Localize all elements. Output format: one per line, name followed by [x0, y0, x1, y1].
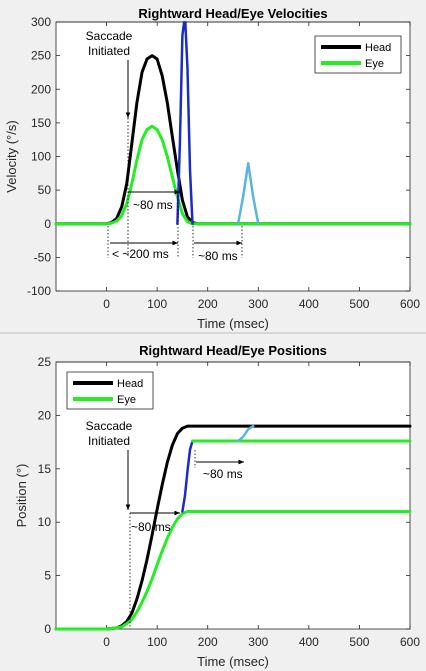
annotation-80ms-a: ~80 ms [133, 198, 173, 212]
y-tick-label: 10 [38, 515, 52, 529]
x-tick-label: 100 [147, 635, 167, 649]
x-tick-label: 600 [400, 297, 420, 311]
legend-label-head: Head [117, 378, 143, 390]
y-tick-label: -100 [27, 284, 51, 298]
x-tick-label: 400 [299, 297, 319, 311]
x-tick-label: 100 [147, 297, 167, 311]
arrow-80ms-b-head [236, 240, 242, 246]
y-tick-label: 250 [31, 49, 51, 63]
series-line-saccade [181, 439, 194, 513]
annotations: Saccade Initiated ~80 ms ~80 ms [86, 419, 244, 629]
annotation-saccade-initiated: Saccade Initiated [86, 419, 133, 448]
y-axis-label: Position (°) [14, 464, 29, 528]
y-tick-label: 15 [38, 462, 52, 476]
y-axis-label: Velocity (°/s) [4, 120, 19, 192]
legend-label-eye: Eye [117, 394, 136, 406]
velocity-chart: Rightward Head/Eye Velocities 0 100 200 300 4… [4, 6, 420, 331]
y-tick-label: 25 [38, 355, 52, 369]
clip-cover [57, 348, 409, 362]
y-tick-label: 20 [38, 408, 52, 422]
y-tick-label: 5 [44, 569, 51, 583]
arrow-saccade-initiated-head [125, 112, 131, 118]
annotation-80ms-a: ~80 ms [131, 520, 171, 534]
series-line-eye [54, 510, 412, 631]
series-line-eye [54, 124, 412, 226]
annotation-80ms-b: ~80 ms [203, 467, 243, 481]
x-tick-label: 0 [103, 635, 110, 649]
arrow-80ms-a-head [174, 189, 180, 195]
y-tick-label: 100 [31, 150, 51, 164]
y-tick-label: 50 [38, 183, 52, 197]
annotation-line: Saccade [86, 29, 133, 43]
position-chart: Rightward Head/Eye Positions010020030040… [14, 343, 420, 669]
y-tick-label: 200 [31, 82, 51, 96]
chart-title-top: Rightward Head/Eye Velocities [138, 6, 327, 21]
x-tick-label: 500 [349, 297, 369, 311]
arrow-saccade-initiated-head [125, 504, 131, 510]
annotation-line: Initiated [88, 434, 130, 448]
x-axis-label: Time (msec) [197, 316, 269, 331]
x-tick-label: 400 [299, 635, 319, 649]
arrow-80ms-a-head [174, 510, 180, 516]
x-tick-label: 500 [349, 635, 369, 649]
legend: Head Eye [66, 371, 154, 410]
panel-divider [0, 332, 426, 334]
chart-title-top: Rightward Head/Eye Positions [139, 343, 327, 358]
annotation-80ms-b: ~80 ms [198, 249, 238, 263]
series-line-head [54, 54, 412, 226]
y-tick-label: 0 [44, 622, 51, 636]
annotation-saccade-initiated: Saccade Initiated [86, 29, 133, 58]
legend-label-eye: Eye [365, 58, 384, 70]
arrow-80ms-b-head [238, 459, 244, 465]
legend: Head Eye [314, 35, 402, 74]
x-tick-label: 300 [248, 635, 268, 649]
series-line-corrective [236, 161, 260, 226]
annotation-200ms: < ~200 ms [112, 247, 169, 261]
x-axis-label: Time (msec) [197, 654, 269, 669]
y-tick-label: 150 [31, 116, 51, 130]
y-tick-label: 300 [31, 15, 51, 29]
x-tick-label: 200 [198, 297, 218, 311]
clip-cover [57, 8, 409, 22]
legend-box [314, 35, 402, 74]
x-tick-label: 300 [248, 297, 268, 311]
x-tick-label: 0 [103, 297, 110, 311]
x-tick-label: 600 [400, 635, 420, 649]
x-tick-label: 200 [198, 635, 218, 649]
annotations: Saccade Initiated ~80 ms < ~200 ms ~80 ms [86, 29, 243, 263]
y-tick-label: 0 [44, 217, 51, 231]
arrow-200ms-head [172, 240, 178, 246]
y-tick-label: -50 [34, 250, 52, 264]
series-line-corrective [236, 424, 255, 443]
legend-box [66, 371, 154, 410]
legend-label-head: Head [365, 42, 391, 54]
annotation-line: Saccade [86, 419, 133, 433]
annotation-line: Initiated [88, 44, 130, 58]
